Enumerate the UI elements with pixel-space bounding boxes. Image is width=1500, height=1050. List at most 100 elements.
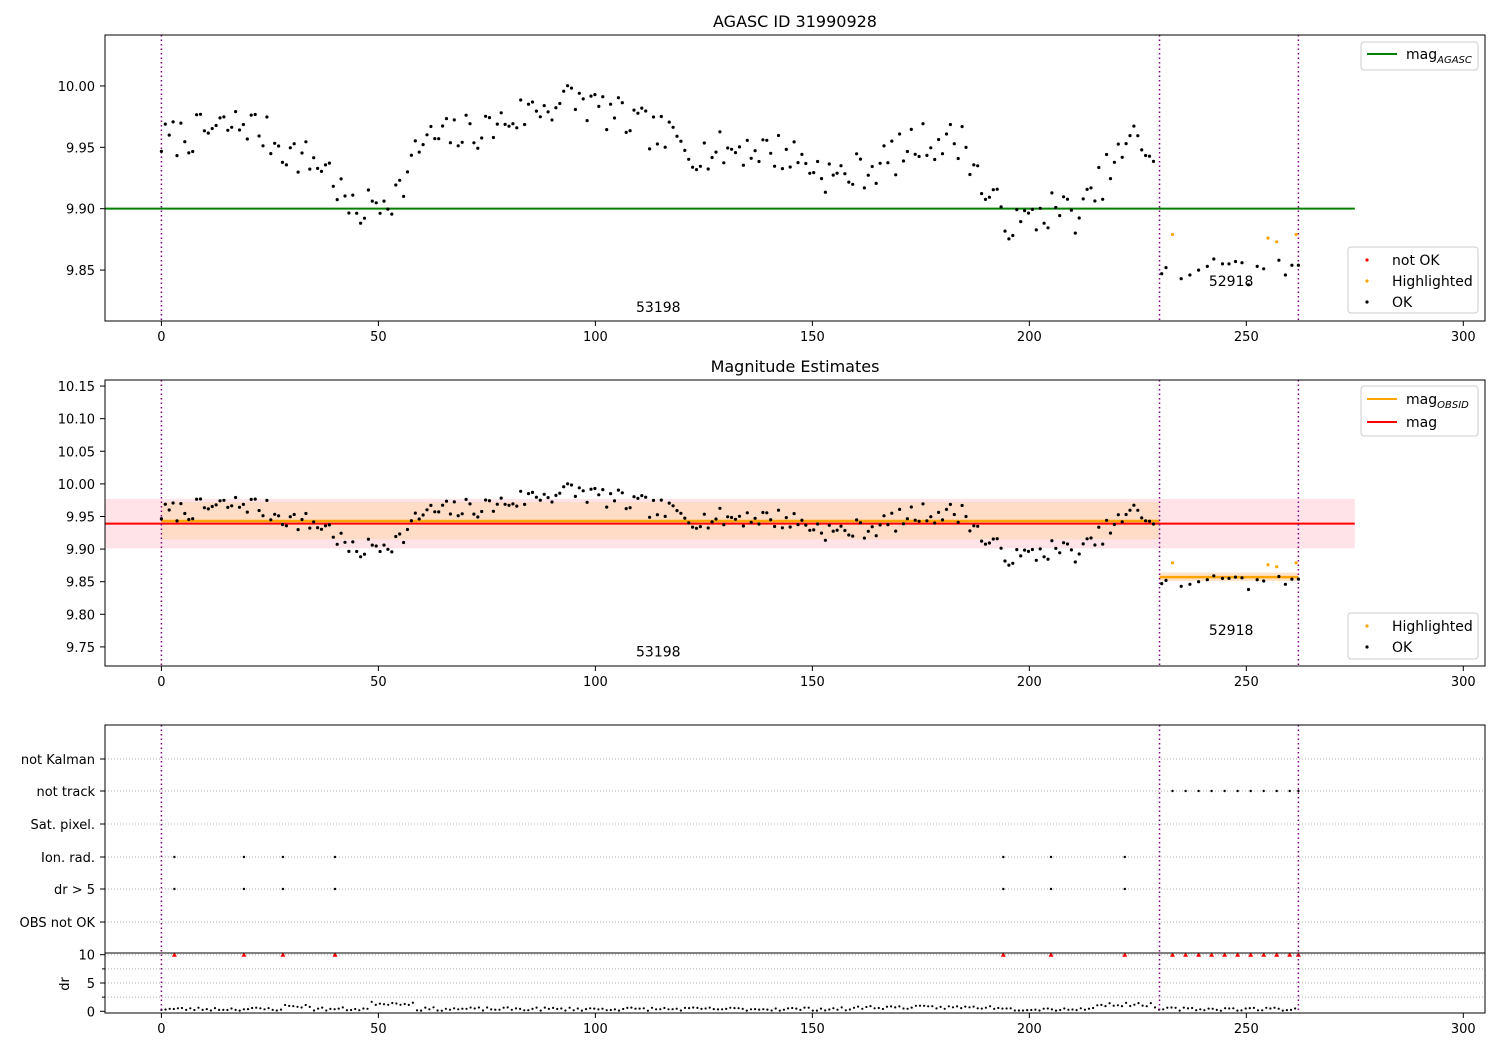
magnitude-ok-point <box>441 503 445 507</box>
dr-point <box>650 1006 654 1009</box>
magnitude-ok-point <box>355 549 359 554</box>
magnitude-ok-point <box>304 511 308 516</box>
magnitude-legend-status: Highlighted OK <box>1347 612 1479 660</box>
agasc-ok-point <box>952 142 956 146</box>
magnitude-ok-point <box>530 490 535 494</box>
magnitude-ok-point <box>1065 542 1070 546</box>
agasc-ok-point <box>737 145 742 149</box>
magnitude-ok-point <box>1233 575 1238 579</box>
agasc-ok-point <box>593 93 597 97</box>
agasc-ok-point <box>1030 207 1034 211</box>
magnitude-ok-point <box>987 541 992 545</box>
dr-point <box>939 1005 942 1009</box>
agasc-ok-point <box>1034 228 1038 232</box>
magnitude-ok-point <box>296 528 300 532</box>
dr-point <box>613 1008 617 1011</box>
agasc-ok-point <box>562 89 566 93</box>
magnitude-ok-point <box>429 503 433 507</box>
dr-clipped-marker <box>1048 952 1054 957</box>
dr-point <box>844 1009 847 1012</box>
magnitude-ok-point <box>179 502 183 506</box>
magnitude-ok-point <box>444 499 449 503</box>
flags-axes: not Kalman not track Sat. pixel. Ion. rad. d… <box>20 753 1476 1037</box>
agasc-ok-point <box>265 115 269 119</box>
dr-point <box>1137 1002 1140 1005</box>
dr-point <box>754 1008 757 1011</box>
dr-point <box>951 1006 955 1009</box>
magnitude-legend-ok-label: OK <box>1392 640 1413 656</box>
agasc-ok-point <box>386 207 390 211</box>
dr-point <box>1277 1007 1280 1010</box>
agasc-ok-point <box>972 163 976 167</box>
dr-point <box>894 1006 897 1009</box>
dr-point <box>486 1006 489 1009</box>
magnitude-ok-point <box>503 502 507 506</box>
agasc-ok-point <box>796 161 800 165</box>
dr-point <box>1083 1008 1086 1011</box>
dr-point <box>593 1007 596 1010</box>
dr-point <box>477 1006 480 1009</box>
magnitude-y-tick-label: 10.15 <box>58 380 95 395</box>
magnitude-ok-point <box>569 483 574 487</box>
agasc-ok-point <box>581 97 585 101</box>
magnitude-ok-point <box>1077 552 1081 556</box>
dr-point <box>663 1006 666 1010</box>
magnitude-ok-point <box>335 542 339 546</box>
agasc-ok-point <box>503 122 507 126</box>
dr-point <box>737 1007 740 1010</box>
dr-clipped-marker <box>332 952 338 957</box>
magnitude-ok-point <box>546 496 550 500</box>
dr-point <box>943 1007 946 1010</box>
dr-point <box>749 1008 753 1011</box>
flag-point <box>1297 789 1300 793</box>
dr-point <box>568 1006 571 1009</box>
agasc-ok-point <box>905 149 910 154</box>
dr-point <box>1112 1004 1115 1007</box>
dr-point <box>1038 1009 1041 1012</box>
magnitude-ok-point <box>968 529 972 533</box>
magnitude-ok-point <box>702 512 706 516</box>
agasc-ok-point <box>175 154 179 158</box>
dr-point <box>1269 1007 1272 1010</box>
agasc-ok-point <box>628 129 632 133</box>
agasc-ok-point <box>1205 264 1209 268</box>
magnitude-ok-point <box>847 533 851 537</box>
flag-label: not track <box>36 785 95 800</box>
magnitude-ok-point <box>245 510 249 514</box>
magnitude-ok-point <box>964 514 968 519</box>
agasc-ok-point <box>335 198 339 202</box>
dr-point <box>420 1009 423 1012</box>
dr-tick-label: 5 <box>87 977 95 992</box>
magnitude-ok-point <box>425 508 429 512</box>
magnitude-ok-point <box>175 519 179 523</box>
dr-point <box>552 1006 555 1010</box>
agasc-ok-point <box>1007 237 1011 241</box>
dr-point <box>432 1006 435 1009</box>
agasc-ok-point <box>534 109 539 113</box>
dr-point <box>362 1007 365 1010</box>
magnitude-y-tick-label: 10.05 <box>58 445 95 460</box>
magnitude-ok-point <box>534 495 539 499</box>
magnitude-ok-point <box>374 544 378 548</box>
dr-point <box>729 1006 732 1009</box>
agasc-ok-point <box>1164 266 1168 270</box>
magnitude-ok-point <box>901 522 906 526</box>
dr-point <box>902 1007 905 1010</box>
agasc-ok-point <box>773 164 777 168</box>
dr-point <box>469 1006 472 1009</box>
dr-point <box>791 1006 794 1010</box>
dr-point <box>1017 1009 1021 1012</box>
dr-point <box>176 1007 179 1010</box>
agasc-ok-point <box>476 146 480 150</box>
agasc-ok-point <box>1046 226 1050 230</box>
agasc-ok-point <box>179 121 183 125</box>
agasc-ok-point <box>1240 261 1244 265</box>
magnitude-ok-point <box>991 537 995 541</box>
magnitude-ok-point <box>710 520 714 524</box>
dr-point <box>675 1007 678 1010</box>
agasc-ok-point <box>569 86 574 90</box>
magnitude-ok-point <box>526 492 531 496</box>
flag-label: Ion. rad. <box>41 851 95 866</box>
dr-point <box>601 1007 604 1010</box>
magnitude-y-tick-label: 9.75 <box>66 641 95 656</box>
